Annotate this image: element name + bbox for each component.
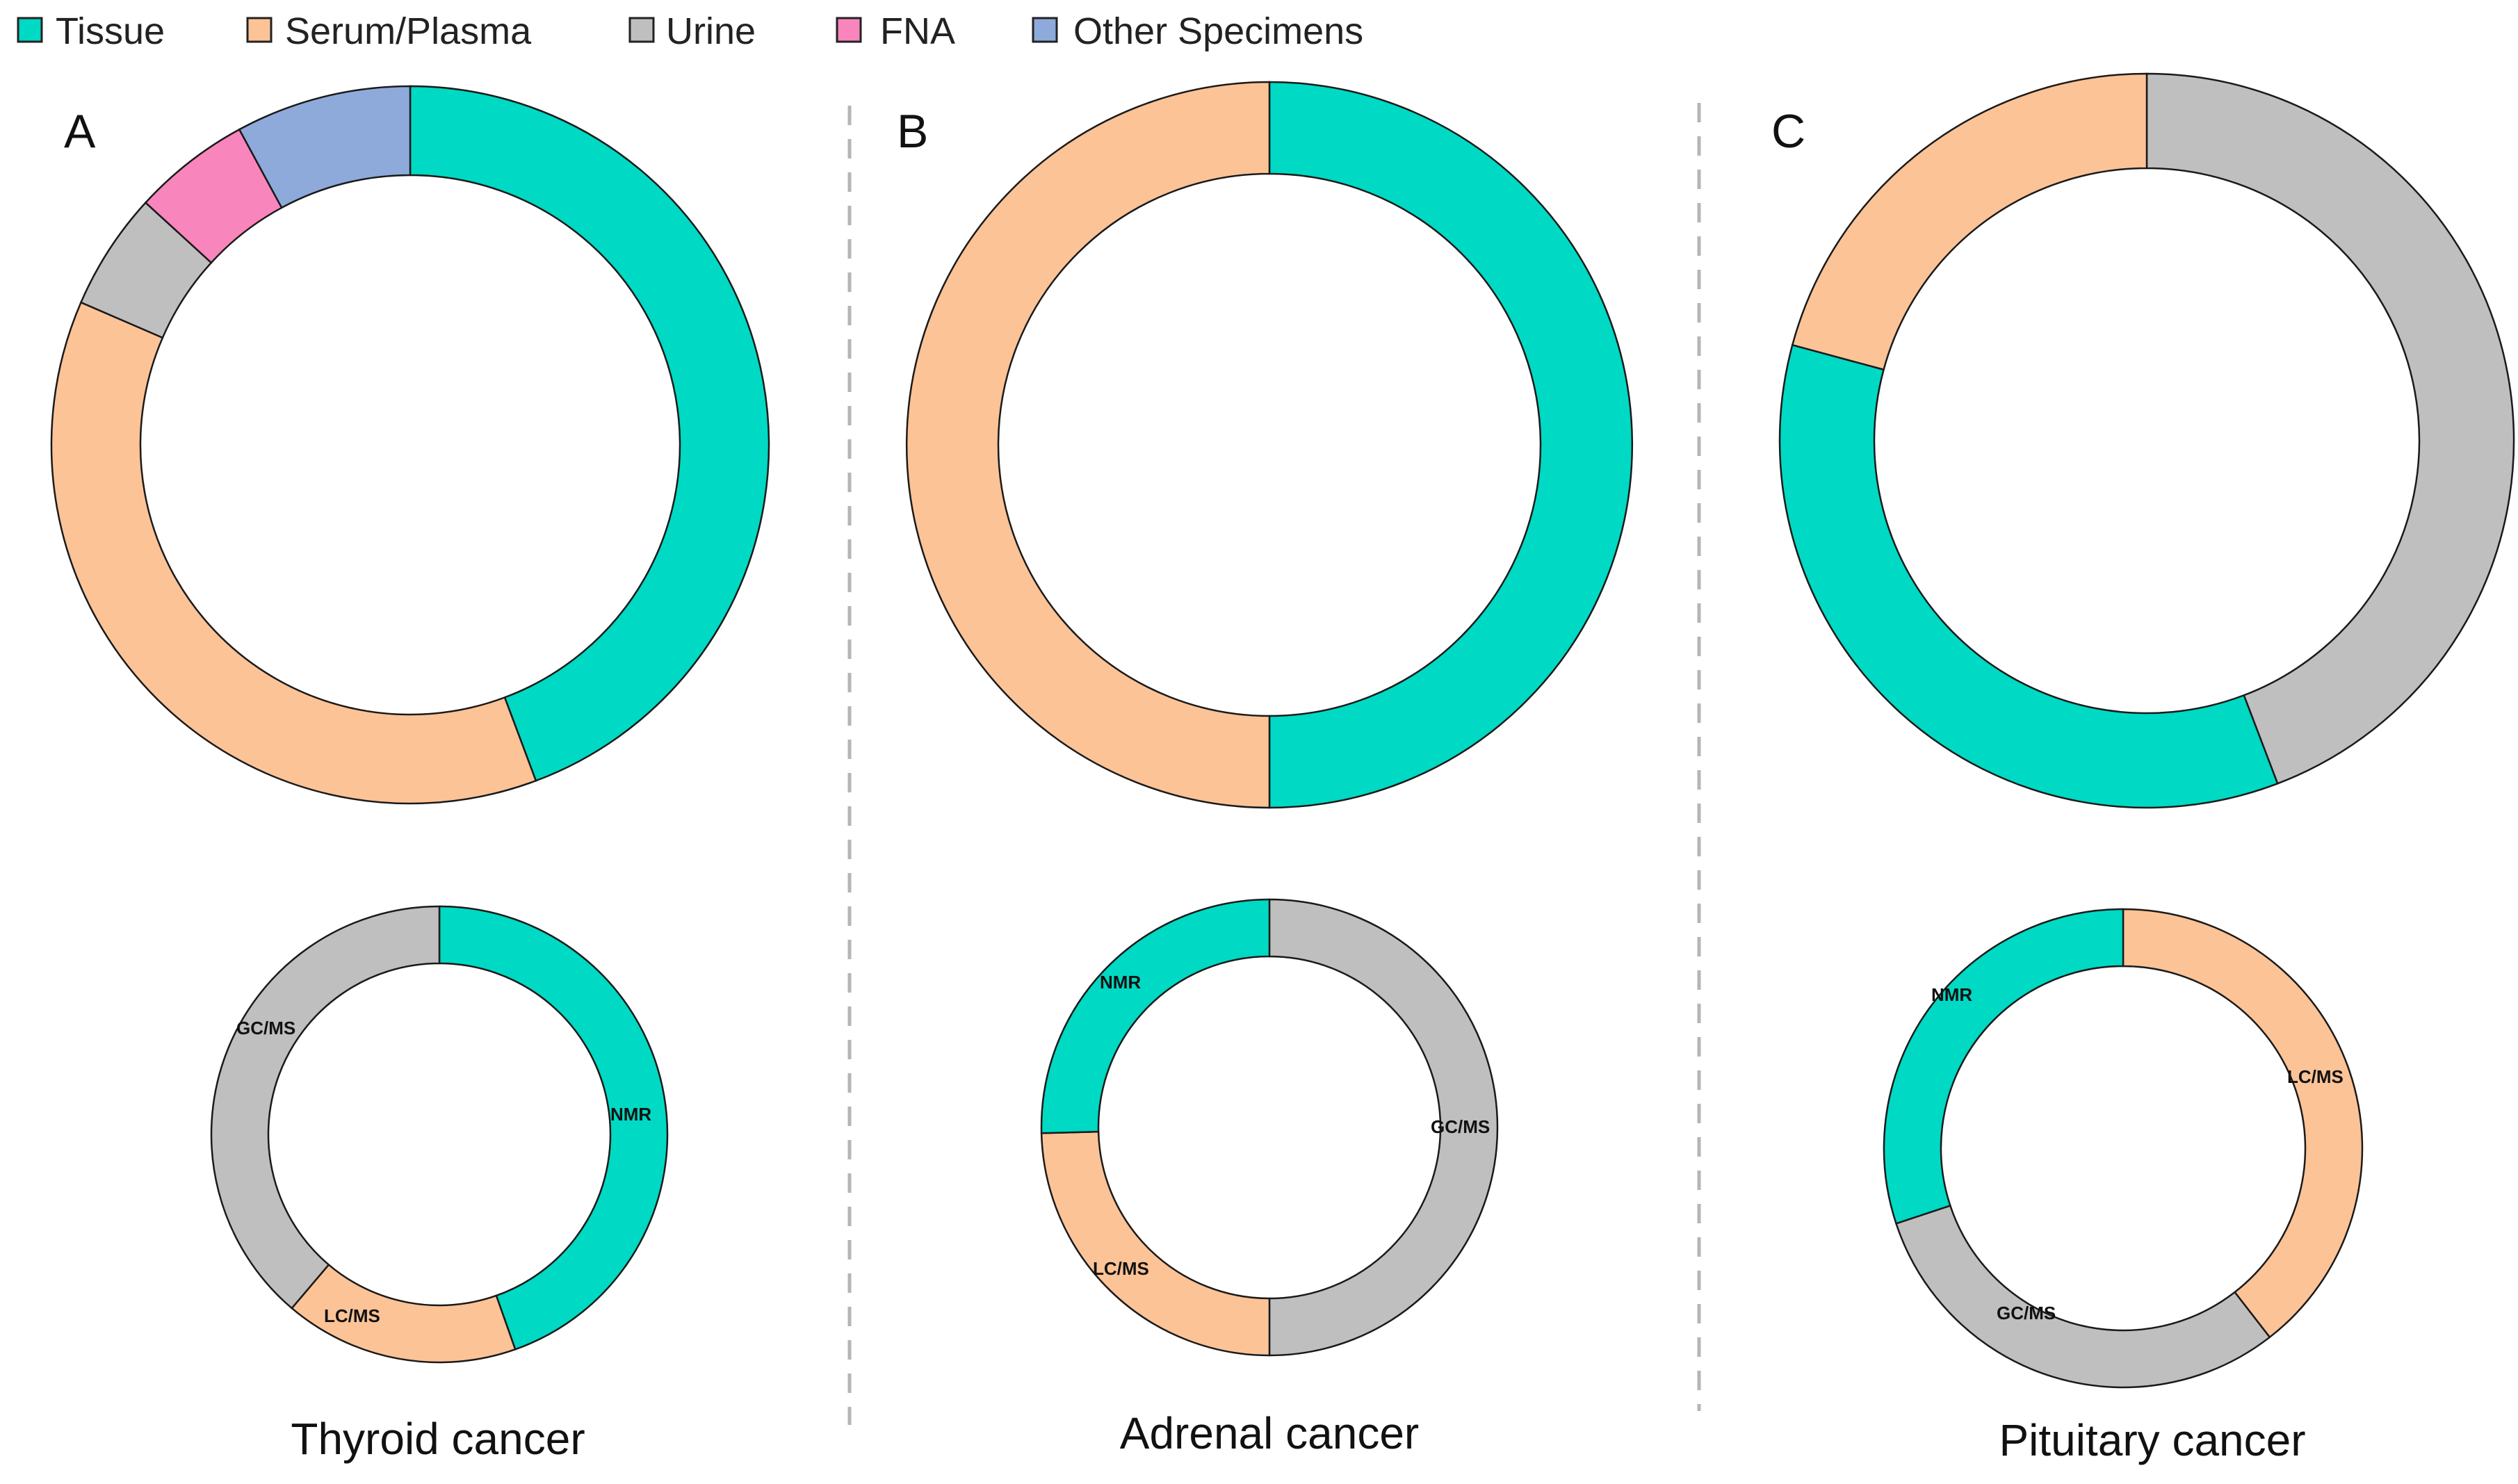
slice-urine-pituitary-cancer: [2145, 72, 2515, 785]
legend-label-fna: FNA: [880, 10, 955, 52]
slice-serum-plasma-pituitary-cancer: [1791, 72, 2148, 371]
segment-label-gcms-adrenal: GC/MS: [1431, 1116, 1490, 1137]
slice-tissue-thyroid-cancer: [409, 85, 770, 782]
caption-adrenal: Adrenal cancer: [1120, 1408, 1419, 1458]
caption-thyroid: Thyroid cancer: [291, 1414, 585, 1464]
slice-lc-ms-pituitary-cancer: [2122, 908, 2364, 1339]
slice-gc-ms-adrenal-cancer: [1268, 898, 1499, 1357]
slice-tissue-adrenal-cancer: [1268, 81, 1634, 809]
legend-label-serum-plasma: Serum/Plasma: [285, 10, 532, 52]
segment-label-nmr-thyroid: NMR: [610, 1104, 651, 1125]
slice-nmr-pituitary-cancer: [1883, 908, 2125, 1225]
legend-label-urine: Urine: [666, 10, 756, 52]
slice-serum-plasma-adrenal-cancer: [905, 81, 1271, 809]
donut-platform-adrenal: [1040, 898, 1499, 1357]
legend-label-other-specimens: Other Specimens: [1073, 10, 1363, 52]
panel-letter-b: B: [897, 105, 928, 158]
slice-nmr-thyroid-cancer: [438, 905, 669, 1351]
legend-swatch-urine: [628, 17, 655, 43]
segment-label-nmr-adrenal: NMR: [1100, 972, 1141, 993]
segment-label-lcms-adrenal: LC/MS: [1093, 1258, 1149, 1279]
slice-lc-ms-adrenal-cancer: [1040, 1130, 1271, 1357]
legend-swatch-tissue: [17, 17, 43, 43]
donut-specimen-adrenal: [905, 81, 1634, 809]
slice-gc-ms-pituitary-cancer: [1894, 1204, 2271, 1389]
donut-specimen-pituitary: [1778, 72, 2515, 809]
segment-label-lcms-thyroid: LC/MS: [324, 1305, 380, 1326]
legend-swatch-serum-plasma: [246, 17, 273, 43]
segment-label-gcms-pituitary: GC/MS: [1997, 1303, 2056, 1323]
segment-label-gcms-thyroid: GC/MS: [236, 1018, 295, 1038]
slice-serum-plasma-thyroid-cancer: [50, 301, 537, 805]
donut-platform-thyroid: [210, 905, 669, 1364]
segment-label-lcms-pituitary: LC/MS: [2287, 1066, 2344, 1087]
legend-swatch-other-specimens: [1032, 17, 1058, 43]
panel-letter-a: A: [64, 105, 96, 158]
segment-label-nmr-pituitary: NMR: [1931, 984, 1972, 1005]
slice-nmr-adrenal-cancer: [1040, 898, 1271, 1134]
legend-label-tissue: Tissue: [56, 10, 165, 52]
slice-tissue-pituitary-cancer: [1778, 343, 2279, 809]
donut-specimen-thyroid: [50, 85, 770, 805]
legend: Tissue Serum/Plasma Urine FNA Other Spec…: [17, 10, 1363, 52]
caption-pituitary: Pituitary cancer: [1999, 1415, 2305, 1465]
slice-gc-ms-thyroid-cancer: [210, 905, 441, 1310]
slice-other-specimens-thyroid-cancer: [238, 85, 412, 209]
legend-swatch-fna: [836, 17, 862, 43]
donut-platform-pituitary: [1883, 908, 2364, 1389]
panel-letter-c: C: [1771, 105, 1805, 158]
